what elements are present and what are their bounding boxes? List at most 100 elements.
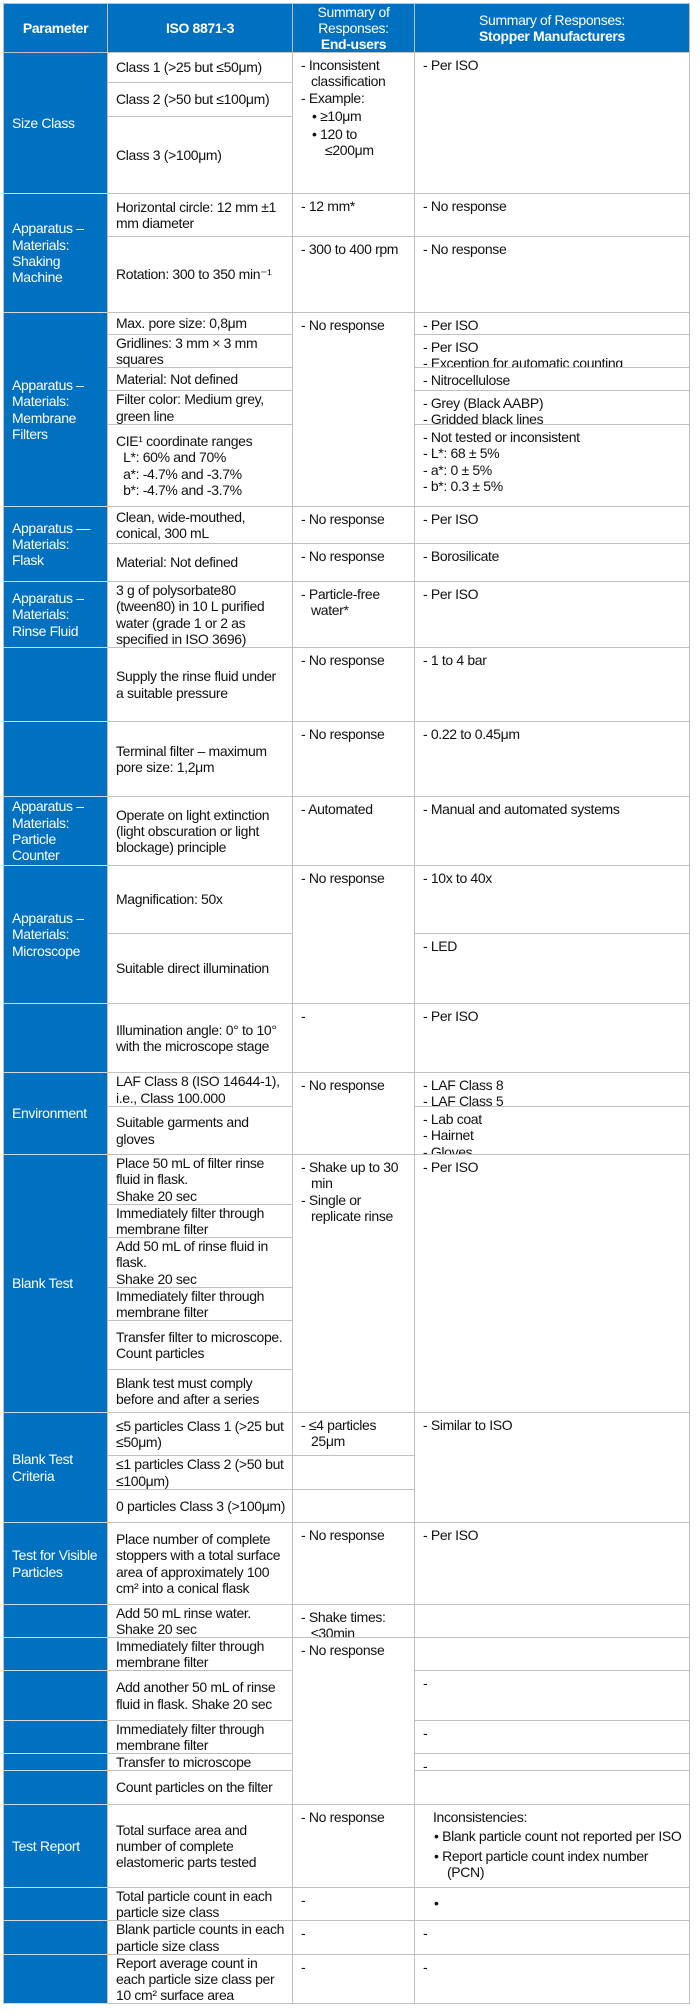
iso-requirement-cell: Material: Not defined [108,368,293,391]
end-user-response-cell [293,1456,415,1490]
iso-requirement-cell: Class 2 (>50 but ≤100μm) [108,83,293,117]
iso-requirement-cell: Class 1 (>25 but ≤50μm) [108,53,293,83]
requirement-text: Shake 20 sec [116,1621,197,1637]
requirement-text: Illumination angle: 0° to 10° with the m… [116,1021,277,1054]
response-line: - Inconsistent classification [301,57,386,90]
response-line: - No response [301,1642,385,1658]
manufacturer-response-cell [415,1638,690,1671]
response-line: - No response [423,241,507,257]
response-line: - LED [423,938,458,954]
response-line: - [301,1925,306,1941]
manufacturer-response-cell: - Per ISO - Exception for automatic count… [415,335,690,368]
iso-requirement-cell: Suitable direct illumination [108,934,293,1004]
parameter-cell [3,1721,108,1754]
manufacturer-response-cell: - [415,1921,690,1955]
requirement-text: Class 3 (>100μm) [116,146,222,163]
requirement-text: Transfer to microscope [116,1754,251,1770]
iso-requirement-cell: Magnification: 50x [108,866,293,934]
response-line: - No response [301,1527,385,1543]
parameter-cell [3,1771,108,1805]
header-manufacturers: Summary of Responses: Stopper Manufactur… [415,3,690,53]
requirement-text: Class 1 (>25 but ≤50μm) [116,59,262,76]
iso-requirement-cell: Place 50 mL of filter rinse fluid in fla… [108,1155,293,1205]
parameter-label: Apparatus — Materials: Flask [12,519,90,569]
parameter-label: Apparatus – Materials: Particle Counter [12,798,84,864]
parameter-label: Blank Test [12,1275,73,1292]
manufacturer-response-cell: - Similar to ISO [415,1413,690,1523]
iso-requirement-cell: CIE¹ coordinate ranges L*: 60% and 70% a… [108,425,293,507]
requirement-text: CIE¹ coordinate ranges [116,432,253,449]
manufacturer-response-cell: - LED [415,934,690,1004]
parameter-cell [3,722,108,797]
end-user-response-cell: - No response [293,648,415,722]
response-line: - Nitrocellulose [423,372,510,388]
manufacturer-response-cell: - [415,1754,690,1771]
iso-requirement-cell: Gridlines: 3 mm × 3 mm squares [108,335,293,368]
end-user-response-cell: - 300 to 400 rpm [293,237,415,313]
iso-requirement-cell: 3 g of polysorbate80 (tween80) in 10 L p… [108,582,293,648]
end-user-response-cell: - [293,1888,415,1921]
response-line: - [301,1959,306,1975]
iso-requirement-cell: ≤1 particles Class 2 (>50 but ≤100μm) [108,1456,293,1490]
iso-requirement-cell: Add 50 mL of rinse fluid in flask. Shake … [108,1238,293,1288]
requirement-text: Add 50 mL of rinse fluid in flask. [116,1238,268,1271]
response-line: - 300 to 400 rpm [301,241,399,257]
iso-requirement-cell: Blank test must comply before and after … [108,1370,293,1413]
iso-requirement-cell: 0 particles Class 3 (>100μm) [108,1490,293,1523]
requirement-text: Count particles on the filter [116,1779,273,1796]
parameter-cell [3,1921,108,1955]
manufacturer-response-cell: - No response [415,194,690,237]
response-line: - L*: 68 ± 5% [423,445,500,462]
response-line: - Per ISO [423,1159,479,1175]
response-line: - Particle-free water* [301,586,380,619]
parameter-label: Test for Visible Particles [12,1547,98,1580]
end-user-response-cell: - No response [293,866,415,1004]
parameter-cell [3,1754,108,1771]
requirement-text: Shake 20 sec [116,1270,197,1287]
iso-requirement-cell: Transfer to microscope [108,1754,293,1771]
parameter-label: Apparatus – Materials: Microscope [12,910,84,959]
iso-requirement-cell: Immediately filter through membrane filt… [108,1638,293,1671]
response-line: - LAF Class 8 [423,1077,504,1093]
response-line: - Gloves [423,1143,473,1155]
header-parameter-label: Parameter [22,19,89,36]
manufacturer-response-cell: - No response [415,237,690,313]
manufacturer-response-cell: - Per ISO [415,1004,690,1073]
response-line: - 0.22 to 0.45μm [423,726,520,742]
manufacturer-response-cell: - Nitrocellulose [415,368,690,391]
iso-requirement-cell: Total particle count in each particle si… [108,1888,293,1921]
manufacturer-response-cell: - Per ISO [415,507,690,544]
parameter-cell [3,648,108,722]
requirement-text: Count particles [116,1345,205,1361]
iso-requirement-cell: Suitable garments and gloves [108,1107,293,1155]
response-line: - Borosilicate [423,548,500,564]
requirement-text: Blank particle counts in each particle s… [116,1921,285,1954]
response-line: - [423,1675,428,1691]
iso-requirement-cell: Count particles on the filter [108,1771,293,1805]
response-line: - Shake times: ≤30min [301,1609,386,1638]
requirement-text: Material: Not defined [116,370,238,387]
manufacturer-response-cell: - 10x to 40x [415,866,690,934]
end-user-response-cell: - No response [293,1523,415,1605]
response-line: - Automated [301,801,373,817]
requirement-text: 3 g of polysorbate80 (tween80) in 10 L p… [116,582,265,647]
iso-requirement-cell: Terminal filter – maximum pore size: 1,2… [108,722,293,797]
bullet-item: • Blank particle count not reported per … [434,1828,682,1845]
response-line: - Gridded black lines [423,411,544,425]
requirement-text: a*: -4.7% and -3.7% [116,465,242,482]
response-line: - No response [301,317,385,333]
parameter-cell [3,1955,108,2004]
requirement-text: Transfer filter to microscope. [116,1328,283,1345]
parameter-label: Environment [12,1105,87,1122]
manufacturer-response-cell: - 0.22 to 0.45μm [415,722,690,797]
parameter-label: Apparatus – Materials: Rinse Fluid [12,590,84,639]
parameter-cell: Size Class [3,53,108,194]
end-user-response-cell: - Inconsistent classification - Example: •… [293,53,415,194]
end-user-response-cell: - No response [293,313,415,507]
manufacturer-response-cell: - Per ISO [415,313,690,335]
header-manufacturers-line2: Stopper Manufacturers [479,28,625,44]
response-line: - [301,1892,306,1908]
response-line: - Grey (Black AABP) [423,395,544,411]
response-line: - Single or replicate rinse [301,1191,393,1224]
response-line: - Per ISO [423,1527,479,1543]
